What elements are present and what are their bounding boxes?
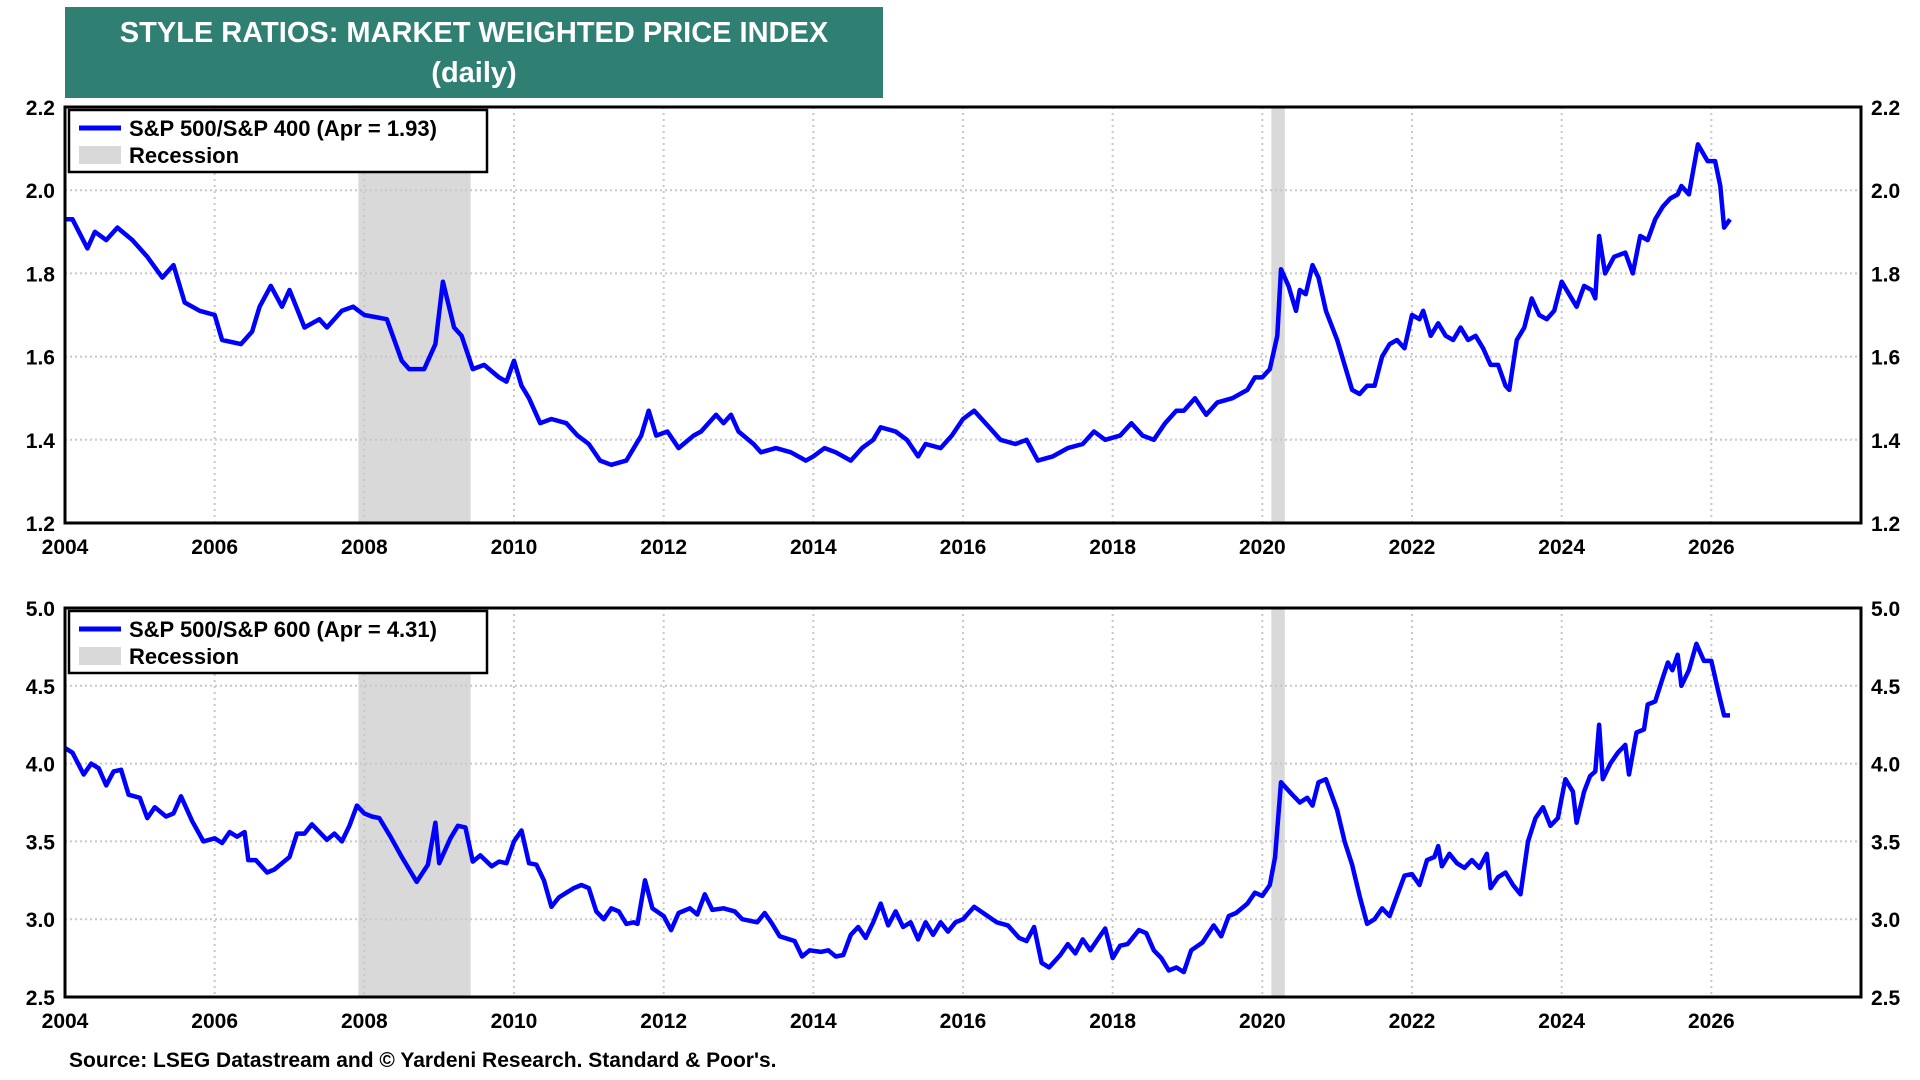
chart-title: STYLE RATIOS: MARKET WEIGHTED PRICE INDE… bbox=[65, 7, 883, 98]
series-line bbox=[63, 641, 1730, 975]
x-tick-label: 2010 bbox=[491, 1010, 538, 1033]
legend-box bbox=[67, 609, 489, 675]
legend-recession-swatch bbox=[79, 146, 121, 164]
legend-series-label: S&P 500/S&P 400 (Apr = 1.93) bbox=[129, 116, 437, 141]
y-tick-label-left: 4.0 bbox=[26, 754, 55, 777]
y-tick-label-right: 2.5 bbox=[1871, 987, 1901, 1010]
y-tick-label-left: 2.0 bbox=[26, 180, 55, 203]
chart-panel-2: 2004 2006 2008 2010 2012 2014 2016 2018 2020 2022… bbox=[26, 598, 1901, 1033]
y-tick-label-left: 1.4 bbox=[26, 430, 56, 453]
legend: S&P 500/S&P 600 (Apr = 4.31)Recession bbox=[67, 609, 489, 675]
title-line-1: STYLE RATIOS: MARKET WEIGHTED PRICE INDE… bbox=[119, 17, 829, 49]
plot-frame bbox=[63, 105, 1863, 525]
x-tick-label: 2012 bbox=[640, 1010, 687, 1033]
y-tick-label-left: 1.8 bbox=[26, 263, 56, 286]
x-tick-label: 2020 bbox=[1239, 536, 1286, 559]
y-tick-label-right: 2.0 bbox=[1871, 180, 1900, 203]
x-tick-label: 2022 bbox=[1389, 1010, 1436, 1033]
x-tick-label: 2024 bbox=[1538, 1010, 1585, 1033]
y-tick-label-right: 4.0 bbox=[1871, 754, 1900, 777]
x-tick-label: 2024 bbox=[1538, 536, 1585, 559]
x-tick-label: 2006 bbox=[191, 536, 238, 559]
x-tick-label: 2004 bbox=[42, 536, 89, 559]
x-tick-label: 2026 bbox=[1688, 536, 1735, 559]
y-tick-label-left: 2.5 bbox=[26, 987, 56, 1010]
x-tick-label: 2018 bbox=[1089, 1010, 1136, 1033]
y-tick-label-right: 1.2 bbox=[1871, 513, 1900, 536]
y-tick-label-right: 1.6 bbox=[1871, 347, 1900, 370]
series-line bbox=[65, 142, 1732, 468]
y-tick-label-right: 3.5 bbox=[1871, 831, 1901, 854]
x-tick-label: 2022 bbox=[1389, 536, 1436, 559]
legend-recession-label: Recession bbox=[129, 644, 239, 669]
x-tick-label: 2010 bbox=[491, 536, 538, 559]
legend-box bbox=[67, 108, 489, 174]
x-tick-label: 2014 bbox=[790, 1010, 837, 1033]
y-tick-label-left: 4.5 bbox=[26, 676, 56, 699]
chart-panel-1: 2004 2006 2008 2010 2012 2014 2016 2018 2020 2022… bbox=[26, 97, 1901, 559]
y-tick-label-left: 5.0 bbox=[26, 598, 55, 621]
y-tick-label-right: 5.0 bbox=[1871, 598, 1900, 621]
y-tick-label-left: 3.0 bbox=[26, 909, 55, 932]
x-tick-label: 2026 bbox=[1688, 1010, 1735, 1033]
x-tick-label: 2016 bbox=[940, 536, 987, 559]
y-tick-label-right: 1.8 bbox=[1871, 263, 1901, 286]
legend-series-label: S&P 500/S&P 600 (Apr = 4.31) bbox=[129, 617, 437, 642]
legend-recession-label: Recession bbox=[129, 143, 239, 168]
y-tick-label-right: 2.2 bbox=[1871, 97, 1900, 120]
y-tick-label-left: 1.6 bbox=[26, 347, 55, 370]
legend: S&P 500/S&P 400 (Apr = 1.93)Recession bbox=[67, 108, 489, 174]
x-tick-label: 2006 bbox=[191, 1010, 238, 1033]
source-note: Source: LSEG Datastream and © Yardeni Re… bbox=[69, 1049, 777, 1072]
x-tick-label: 2020 bbox=[1239, 1010, 1286, 1033]
x-tick-label: 2018 bbox=[1089, 536, 1136, 559]
x-tick-label: 2012 bbox=[640, 536, 687, 559]
y-tick-label-right: 4.5 bbox=[1871, 676, 1901, 699]
x-tick-label: 2008 bbox=[341, 1010, 388, 1033]
title-line-2: (daily) bbox=[431, 57, 517, 89]
y-tick-label-right: 3.0 bbox=[1871, 909, 1900, 932]
x-tick-label: 2016 bbox=[940, 1010, 987, 1033]
y-tick-label-right: 1.4 bbox=[1871, 430, 1901, 453]
x-tick-label: 2008 bbox=[341, 536, 388, 559]
x-tick-label: 2004 bbox=[42, 1010, 89, 1033]
y-tick-label-left: 1.2 bbox=[26, 513, 55, 536]
x-tick-label: 2014 bbox=[790, 536, 837, 559]
y-tick-label-left: 2.2 bbox=[26, 97, 55, 120]
plot-frame bbox=[63, 606, 1863, 999]
legend-recession-swatch bbox=[79, 647, 121, 665]
y-tick-label-left: 3.5 bbox=[26, 831, 56, 854]
